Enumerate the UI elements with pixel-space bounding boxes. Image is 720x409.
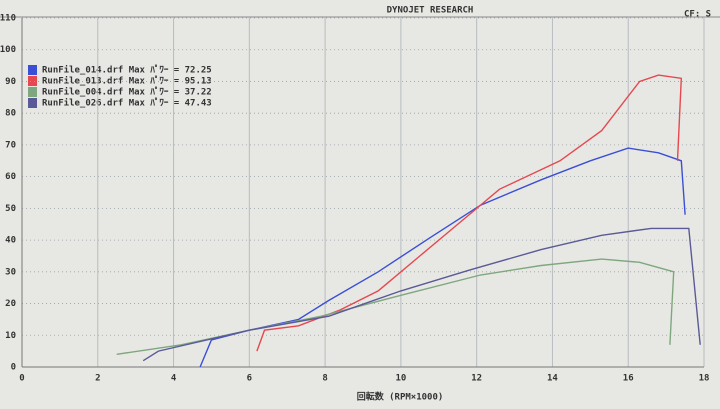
y-tick-label: 10: [5, 331, 16, 341]
y-tick-label: 110: [0, 14, 16, 24]
legend-swatch: [28, 65, 37, 75]
x-tick-label: 16: [623, 374, 634, 384]
legend-swatch: [28, 76, 37, 86]
y-tick-label: 40: [5, 236, 16, 246]
legend-label: RunFile_014.drf Max ﾊﾟﾜｰ = 72.25: [42, 64, 212, 76]
x-tick-label: 18: [699, 374, 710, 384]
x-tick-label: 12: [471, 374, 482, 384]
y-tick-label: 60: [5, 172, 16, 182]
y-tick-label: 90: [5, 77, 16, 87]
chart-title: DYNOJET RESEARCH: [387, 6, 474, 16]
legend-label: RunFile_004.drf Max ﾊﾟﾜｰ = 37.22: [42, 86, 212, 98]
y-tick-label: 50: [5, 204, 16, 214]
y-tick-label: 100: [0, 45, 16, 55]
x-axis-label: 回転数 (RPM×1000): [357, 391, 444, 403]
x-tick-label: 14: [547, 374, 558, 384]
x-tick-label: 0: [19, 374, 24, 384]
legend: RunFile_014.drf Max ﾊﾟﾜｰ = 72.25RunFile_…: [28, 64, 212, 109]
series-line: [256, 74, 683, 352]
y-tick-label: 70: [5, 140, 16, 150]
legend-swatch: [28, 87, 37, 97]
series-line: [142, 227, 701, 362]
legend-swatch: [28, 98, 37, 108]
x-tick-label: 4: [171, 374, 177, 384]
x-tick-label: 6: [247, 374, 252, 384]
corner-label: CF: S: [684, 10, 711, 20]
legend-label: RunFile_026.drf Max ﾊﾟﾜｰ = 47.43: [42, 97, 212, 109]
x-tick-label: 8: [322, 374, 327, 384]
legend-label: RunFile_013.drf Max ﾊﾟﾜｰ = 95.13: [42, 75, 212, 87]
x-tick-label: 2: [95, 374, 100, 384]
y-tick-label: 30: [5, 267, 16, 277]
y-tick-label: 20: [5, 299, 16, 309]
y-tick-label: 0: [11, 363, 16, 373]
x-tick-label: 10: [395, 374, 406, 384]
y-tick-label: 80: [5, 109, 16, 119]
